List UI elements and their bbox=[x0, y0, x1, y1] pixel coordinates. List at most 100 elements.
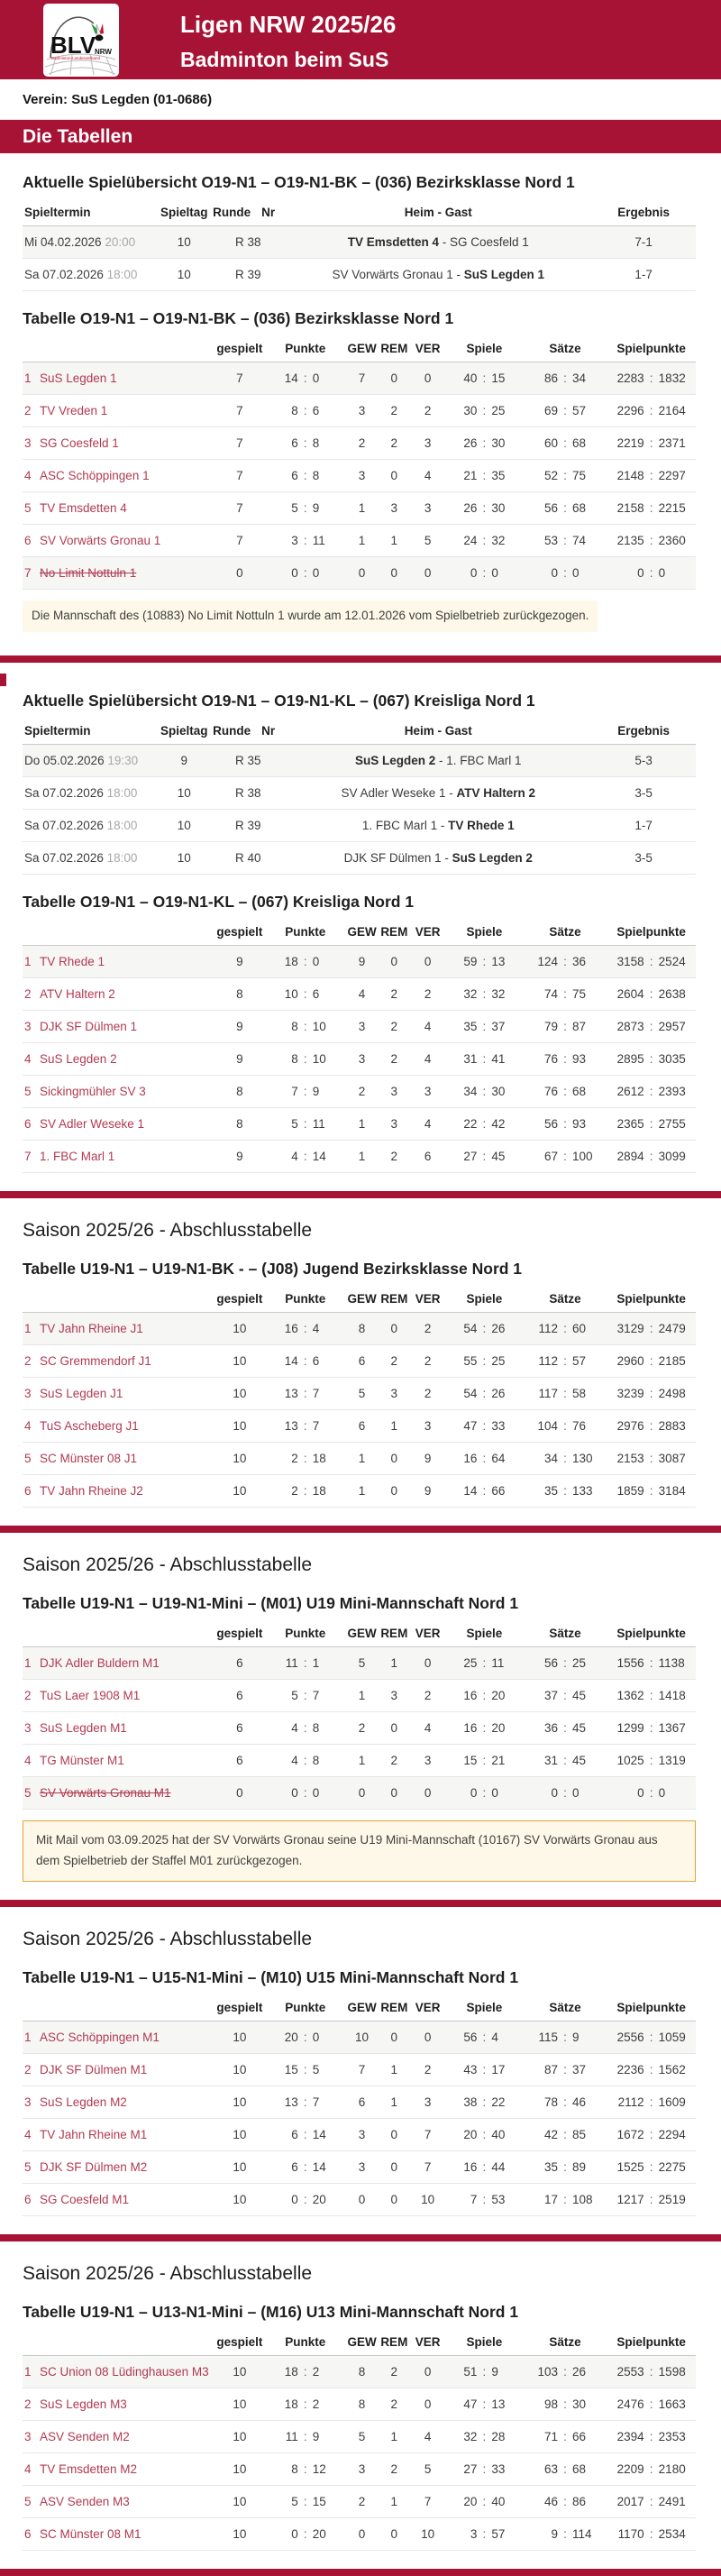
team-link[interactable]: DJK SF Dülmen 1 bbox=[40, 1019, 138, 1033]
punkte-cell: 0:20 bbox=[264, 2183, 346, 2216]
team-link[interactable]: SuS Legden 2 bbox=[40, 1051, 117, 1066]
team-link[interactable]: TV Jahn Rheine J1 bbox=[40, 1321, 143, 1335]
team-cell: 1 SC Union 08 Lüdinghausen M3 bbox=[23, 2355, 214, 2388]
team-link[interactable]: SC Union 08 Lüdinghausen M3 bbox=[40, 2364, 209, 2379]
section-divider bbox=[0, 1899, 721, 1907]
team-link[interactable]: SV Vorwärts Gronau 1 bbox=[40, 534, 161, 547]
gew-cell: 8 bbox=[345, 2355, 379, 2388]
team-link[interactable]: TV Rhede 1 bbox=[40, 954, 105, 968]
saetze-cell: 36:45 bbox=[523, 1711, 607, 1745]
team-link[interactable]: ATV Haltern 2 bbox=[40, 986, 115, 1001]
team-link[interactable]: TV Vreden 1 bbox=[40, 404, 108, 417]
home-team[interactable]: SV Adler Weseke 1 bbox=[341, 785, 446, 800]
team-link[interactable]: SuS Legden J1 bbox=[40, 1386, 123, 1400]
spiele-cell: 55:25 bbox=[445, 1344, 524, 1378]
team-link[interactable]: No Limit Nottuln 1 bbox=[40, 566, 137, 580]
guest-team[interactable]: ATV Haltern 2 bbox=[456, 785, 536, 800]
gespielt-cell: 10 bbox=[214, 1442, 265, 1475]
ver-cell: 0 bbox=[410, 1776, 446, 1810]
ver-cell: 9 bbox=[410, 1442, 446, 1475]
team-link[interactable]: SuS Legden 1 bbox=[40, 371, 117, 385]
saetze-cell: 56:25 bbox=[523, 1646, 607, 1680]
guest-team[interactable]: SG Coesfeld 1 bbox=[449, 235, 529, 249]
guest-team[interactable]: TV Rhede 1 bbox=[448, 818, 515, 832]
team-link[interactable]: TuS Ascheberg J1 bbox=[40, 1418, 139, 1433]
spiele-cell: 14:66 bbox=[445, 1474, 524, 1508]
team-link[interactable]: ASC Schöppingen M1 bbox=[40, 2030, 160, 2044]
guest-team[interactable]: SuS Legden 1 bbox=[463, 268, 545, 281]
saetze-cell: 60:68 bbox=[523, 426, 607, 460]
home-team[interactable]: SV Vorwärts Gronau 1 bbox=[332, 268, 453, 281]
home-guest-cell: 1. FBC Marl 1 - TV Rhede 1 bbox=[285, 809, 592, 842]
team-link[interactable]: TuS Laer 1908 M1 bbox=[40, 1688, 141, 1702]
ver-cell: 3 bbox=[410, 2086, 446, 2119]
team-link[interactable]: SuS Legden M3 bbox=[40, 2397, 127, 2411]
team-link[interactable]: DJK SF Dülmen M2 bbox=[40, 2159, 148, 2174]
table-row: 1 TV Rhede 1 9 18:0 9 0 0 59:13 124:36 3158:2524 bbox=[23, 945, 696, 978]
spielpunkte-cell: 1556:1138 bbox=[607, 1646, 696, 1680]
saetze-cell: 98:30 bbox=[523, 2388, 607, 2421]
shuttlecock-icon bbox=[91, 23, 104, 41]
team-link[interactable]: TV Jahn Rheine J2 bbox=[40, 1483, 143, 1498]
team-link[interactable]: SV Vorwärts Gronau M1 bbox=[40, 1785, 171, 1800]
standings-title: Tabelle U19-N1 – U15-N1-Mini – (M10) U15… bbox=[23, 1967, 519, 1986]
standings-title: Tabelle O19-N1 – O19-N1-BK – (036) Bezir… bbox=[23, 309, 454, 327]
rem-cell: 0 bbox=[378, 1442, 411, 1475]
home-guest-cell: SuS Legden 2 - 1. FBC Marl 1 bbox=[285, 744, 592, 777]
team-link[interactable]: 1. FBC Marl 1 bbox=[40, 1149, 115, 1163]
team-link[interactable]: SuS Legden M2 bbox=[40, 2095, 127, 2109]
standings-table: gespielt Punkte GEW REM VER Spiele Sätze Spielp… bbox=[23, 335, 696, 590]
team-link[interactable]: ASC Schöppingen 1 bbox=[40, 469, 150, 482]
team-link[interactable]: DJK Adler Buldern M1 bbox=[40, 1655, 160, 1670]
team-link[interactable]: TV Jahn Rheine M1 bbox=[40, 2127, 148, 2141]
team-link[interactable]: TG Münster M1 bbox=[40, 1753, 124, 1767]
team-link[interactable]: SG Coesfeld 1 bbox=[40, 436, 119, 450]
blv-logo[interactable]: BLV NRW Badminton-Landesverband bbox=[43, 4, 119, 77]
page-title: Die Tabellen bbox=[23, 125, 133, 147]
col-header: Sätze bbox=[523, 1994, 607, 2021]
ver-cell: 4 bbox=[410, 1711, 446, 1745]
col-header: Spieltermin bbox=[23, 717, 158, 745]
team-link[interactable]: SC Münster 08 J1 bbox=[40, 1451, 138, 1465]
team-link[interactable]: Sickingmühler SV 3 bbox=[40, 1084, 146, 1098]
spiele-cell: 21:35 bbox=[445, 459, 524, 492]
standings-title: Tabelle U19-N1 – U13-N1-Mini – (M16) U13… bbox=[23, 2302, 519, 2321]
team-link[interactable]: SC Münster 08 M1 bbox=[40, 2526, 141, 2541]
team-cell: 1 DJK Adler Buldern M1 bbox=[23, 1646, 214, 1680]
guest-team[interactable]: SuS Legden 2 bbox=[452, 850, 533, 865]
team-link[interactable]: TV Emsdetten 4 bbox=[40, 501, 127, 515]
spielpunkte-cell: 1025:1319 bbox=[607, 1744, 696, 1777]
gew-cell: 6 bbox=[345, 2086, 379, 2119]
team-link[interactable]: SV Adler Weseke 1 bbox=[40, 1116, 145, 1131]
home-team[interactable]: TV Emsdetten 4 bbox=[347, 235, 439, 249]
result-cell: 1-7 bbox=[591, 258, 696, 291]
spieltag-cell: 9 bbox=[157, 744, 212, 777]
team-cell: 2 SC Gremmendorf J1 bbox=[23, 1344, 214, 1378]
date-text: Sa 07.02.2026 bbox=[24, 785, 107, 800]
team-link[interactable]: SG Coesfeld M1 bbox=[40, 2192, 130, 2206]
col-header: VER bbox=[410, 1619, 446, 1647]
result-cell: 7-1 bbox=[591, 225, 696, 259]
team-link[interactable]: SuS Legden M1 bbox=[40, 1720, 127, 1735]
gew-cell: 1 bbox=[345, 1442, 379, 1475]
team-link[interactable]: ASV Senden M3 bbox=[40, 2494, 130, 2508]
home-team[interactable]: DJK SF Dülmen 1 bbox=[343, 850, 442, 865]
col-header-team bbox=[23, 335, 214, 362]
col-header: GEW bbox=[345, 335, 379, 362]
guest-team[interactable]: 1. FBC Marl 1 bbox=[446, 753, 522, 767]
punkte-cell: 18:0 bbox=[264, 945, 346, 978]
spiele-cell: 16:20 bbox=[445, 1711, 524, 1745]
team-link[interactable]: SC Gremmendorf J1 bbox=[40, 1353, 151, 1368]
home-team[interactable]: SuS Legden 2 bbox=[354, 753, 436, 767]
home-team[interactable]: 1. FBC Marl 1 bbox=[361, 818, 438, 832]
spielpunkte-cell: 2158:2215 bbox=[607, 491, 696, 525]
team-cell: 4 TV Jahn Rheine M1 bbox=[23, 2118, 214, 2151]
spielpunkte-cell: 2394:2353 bbox=[607, 2420, 696, 2453]
punkte-cell: 4:14 bbox=[264, 1140, 346, 1173]
team-link[interactable]: DJK SF Dülmen M1 bbox=[40, 2062, 148, 2076]
verein-bar: Verein: SuS Legden (01-0686) bbox=[0, 79, 721, 120]
team-link[interactable]: ASV Senden M2 bbox=[40, 2429, 130, 2443]
team-link[interactable]: TV Emsdetten M2 bbox=[40, 2461, 138, 2476]
punkte-cell: 6:14 bbox=[264, 2150, 346, 2184]
ver-cell: 0 bbox=[410, 2021, 446, 2054]
